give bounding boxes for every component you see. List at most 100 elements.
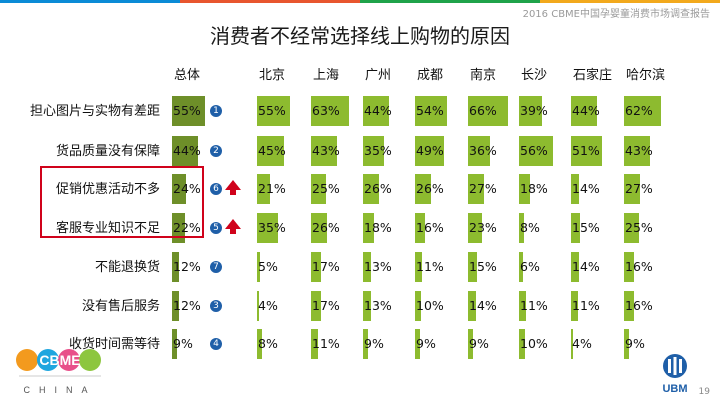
data-label: 14% xyxy=(469,298,497,313)
data-bar xyxy=(363,213,374,243)
top-color-bar xyxy=(0,0,720,3)
data-label: 45% xyxy=(258,143,286,158)
cbme-logo-subtext: CHINA xyxy=(23,385,96,395)
row-label: 不能退换货 xyxy=(94,260,160,275)
data-bar xyxy=(468,174,485,204)
data-label: 10% xyxy=(416,298,444,313)
rank-badge: 3 xyxy=(210,300,222,312)
chart-title: 消费者不经常选择线上购物的原因 xyxy=(210,24,510,48)
data-bar xyxy=(363,174,379,204)
data-label: 9% xyxy=(469,336,489,351)
column-header: 石家庄 xyxy=(573,68,613,83)
data-label: 44% xyxy=(173,143,201,158)
data-bar xyxy=(519,96,543,126)
data-bar xyxy=(415,213,425,243)
data-bar xyxy=(363,252,371,282)
rank-badge: 2 xyxy=(210,145,222,157)
data-bar xyxy=(311,136,337,166)
data-bar xyxy=(468,136,490,166)
data-label: 55% xyxy=(173,103,201,118)
data-label: 11% xyxy=(572,298,600,313)
data-label: 25% xyxy=(625,220,653,235)
column-header: 成都 xyxy=(417,68,444,83)
data-bar xyxy=(624,174,641,204)
data-label: 27% xyxy=(469,181,497,196)
ubm-logo-text: UBM xyxy=(662,383,687,395)
data-label: 9% xyxy=(625,336,645,351)
data-bar xyxy=(363,136,384,166)
data-bar xyxy=(415,291,421,321)
data-bar xyxy=(468,252,477,282)
data-label: 43% xyxy=(312,143,340,158)
data-label: 62% xyxy=(625,103,653,118)
data-bar xyxy=(415,174,431,204)
data-bar xyxy=(468,329,474,359)
data-label: 21% xyxy=(258,181,286,196)
data-bar xyxy=(571,96,598,126)
data-label: 14% xyxy=(572,181,600,196)
data-label: 54% xyxy=(416,103,444,118)
data-bar xyxy=(257,136,284,166)
data-bar xyxy=(363,291,371,321)
source-note: 2016 CBME中国孕婴童消费市场调查报告 xyxy=(522,9,710,20)
data-label: 35% xyxy=(364,143,392,158)
data-label: 11% xyxy=(520,298,548,313)
rank-badge: 4 xyxy=(210,338,222,350)
data-label: 4% xyxy=(572,336,592,351)
data-label: 17% xyxy=(312,259,340,274)
data-bar xyxy=(624,96,662,126)
data-label: 44% xyxy=(572,103,600,118)
data-bar xyxy=(172,329,178,359)
data-label: 11% xyxy=(416,259,444,274)
rank-badge: 7 xyxy=(210,261,222,273)
data-bar xyxy=(257,174,270,204)
data-label: 35% xyxy=(258,220,286,235)
data-bar xyxy=(519,174,530,204)
data-label: 12% xyxy=(173,259,201,274)
data-bar xyxy=(624,252,634,282)
data-bar xyxy=(468,96,508,126)
column-header: 总体 xyxy=(174,68,201,83)
data-bar xyxy=(172,174,187,204)
ubm-logo: UBM xyxy=(662,354,688,395)
data-bar xyxy=(172,291,180,321)
data-label: 39% xyxy=(520,103,548,118)
data-bar xyxy=(311,213,327,243)
data-label: 13% xyxy=(364,259,392,274)
data-bar xyxy=(571,136,602,166)
data-label: 14% xyxy=(572,259,600,274)
data-label: 22% xyxy=(173,220,201,235)
data-bar xyxy=(624,136,650,166)
rank-badge: 6 xyxy=(210,183,222,195)
rank-badge: 5 xyxy=(210,222,222,234)
column-header: 南京 xyxy=(470,68,497,83)
column-header: 广州 xyxy=(365,68,392,83)
data-label: 9% xyxy=(364,336,384,351)
data-label: 66% xyxy=(469,103,497,118)
data-label: 44% xyxy=(364,103,392,118)
data-bar xyxy=(415,252,422,282)
up-arrow-icon xyxy=(225,180,241,190)
column-header: 上海 xyxy=(313,68,340,83)
data-bar xyxy=(624,213,639,243)
data-label: 16% xyxy=(416,220,444,235)
data-label: 10% xyxy=(520,336,548,351)
data-label: 25% xyxy=(312,181,340,196)
data-bar xyxy=(257,213,278,243)
data-bar xyxy=(311,329,318,359)
data-bar xyxy=(468,213,482,243)
data-label: 18% xyxy=(364,220,392,235)
data-bar xyxy=(415,329,421,359)
up-arrow-stem xyxy=(230,190,236,195)
row-label: 担心图片与实物有差距 xyxy=(29,104,160,119)
row-label: 客服专业知识不足 xyxy=(55,221,160,236)
column-header: 长沙 xyxy=(521,68,548,83)
data-label: 16% xyxy=(625,298,653,313)
data-label: 43% xyxy=(625,143,653,158)
data-label: 6% xyxy=(520,259,540,274)
data-label: 17% xyxy=(312,298,340,313)
row-label: 没有售后服务 xyxy=(81,299,160,314)
data-label: 5% xyxy=(258,259,278,274)
data-label: 51% xyxy=(572,143,600,158)
